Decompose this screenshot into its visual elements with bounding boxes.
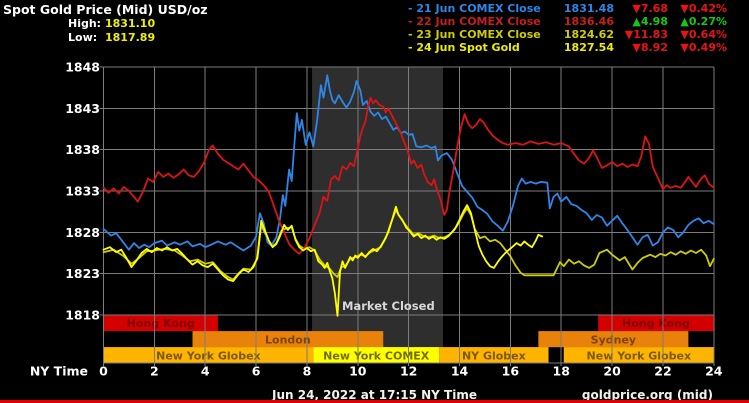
legend-series-label: - 22 Jun COMEX Close xyxy=(408,15,541,28)
legend-row-24jun: - 24 Jun Spot Gold 1827.54 ▼8.92 ▼0.49% xyxy=(0,41,749,54)
session-bar xyxy=(538,331,689,348)
legend-series-label: - 24 Jun Spot Gold xyxy=(408,41,520,54)
legend-row-22jun: - 22 Jun COMEX Close 1836.46 ▲4.98 ▲0.27… xyxy=(0,15,749,28)
x-axis-tick-label: 6 xyxy=(252,364,261,379)
series-line-23-jun-comex-close xyxy=(102,207,715,281)
x-axis-tick-label: 12 xyxy=(400,364,417,379)
x-axis-tick-label: 24 xyxy=(705,364,723,379)
legend-price: 1827.54 xyxy=(563,41,614,54)
x-axis-title: NY Time xyxy=(30,364,88,379)
legend-change: ▲4.98 xyxy=(632,15,668,28)
x-axis-tick-label: 8 xyxy=(303,364,312,379)
low-value: 1817.89 xyxy=(105,31,156,44)
legend-change-pct: ▼0.64% xyxy=(680,28,727,41)
legend-change-pct: ▼0.42% xyxy=(680,2,727,15)
legend-change: ▼7.68 xyxy=(632,2,668,15)
low-label: Low: xyxy=(68,31,98,44)
session-bar xyxy=(103,315,218,332)
session-bar xyxy=(103,347,314,364)
legend-change: ▼11.83 xyxy=(624,28,668,41)
x-axis-tick-label: 20 xyxy=(603,364,621,379)
source-attribution: goldprice.org (mid) xyxy=(581,388,713,402)
legend-price: 1836.46 xyxy=(563,15,614,28)
legend-row-23jun: - 23 Jun COMEX Close 1824.62 ▼11.83 ▼0.6… xyxy=(0,28,749,41)
session-bar-label: Sydney xyxy=(591,333,636,346)
y-axis-tick-label: 1828 xyxy=(65,225,100,240)
session-bar xyxy=(563,347,714,364)
y-axis-tick-label: 1823 xyxy=(65,266,100,281)
x-axis-tick-label: 10 xyxy=(349,364,367,379)
session-bar-label: NY Globex xyxy=(462,349,526,362)
session-bar-label: New York Globex xyxy=(587,349,692,362)
session-bar xyxy=(598,315,714,332)
high-label: High: xyxy=(68,17,102,30)
timestamp: Jun 24, 2022 at 17:15 NY Time xyxy=(272,388,477,402)
legend-price: 1831.48 xyxy=(563,2,614,15)
session-bar-label: London xyxy=(265,333,311,346)
legend-series-label: - 23 Jun COMEX Close xyxy=(408,28,541,41)
y-axis-tick-label: 1848 xyxy=(65,60,100,75)
x-axis-tick-label: 0 xyxy=(99,364,108,379)
session-bar xyxy=(192,331,384,348)
session-bar-label: New York COMEX xyxy=(323,349,430,362)
y-axis-tick-label: 1843 xyxy=(65,101,100,116)
session-bars-layer: Hong Kong Hong Kong London Sydney New York G… xyxy=(103,315,714,364)
x-axis-tick-label: 2 xyxy=(150,364,159,379)
session-bar-label: Hong Kong xyxy=(622,317,690,330)
y-axis-tick-label: 1818 xyxy=(65,308,100,323)
x-axis-tick-label: 18 xyxy=(553,364,570,379)
y-axis-tick-label: 1833 xyxy=(65,184,100,199)
y-axis-tick-label: 1838 xyxy=(65,142,100,157)
high-value: 1831.10 xyxy=(105,17,156,30)
legend-price: 1824.62 xyxy=(563,28,614,41)
x-axis-tick-label: 4 xyxy=(201,364,210,379)
market-closed-region xyxy=(312,67,443,364)
page-title: Spot Gold Price (Mid) USD/oz xyxy=(3,2,208,17)
series-line-24-jun-spot-gold xyxy=(102,204,544,317)
legend-row-21jun: - 21 Jun COMEX Close 1831.48 ▼7.68 ▼0.42… xyxy=(0,2,749,15)
legend-change-pct: ▼0.49% xyxy=(680,41,727,54)
legend-change-pct: ▲0.27% xyxy=(680,15,727,28)
legend-change: ▼8.92 xyxy=(632,41,668,54)
market-closed-label: Market Closed xyxy=(342,299,435,313)
session-bar xyxy=(313,347,440,364)
session-bar xyxy=(439,347,549,364)
x-axis-tick-label: 16 xyxy=(502,364,520,379)
x-axis-tick-label: 14 xyxy=(451,364,469,379)
session-bar-label: Hong Kong xyxy=(127,317,195,330)
legend-series-label: - 21 Jun COMEX Close xyxy=(408,2,541,15)
session-bar-label: New York Globex xyxy=(156,349,261,362)
series-line-22-jun-comex-close xyxy=(102,96,715,255)
bottom-accent-bar xyxy=(0,400,749,403)
x-axis-tick-label: 22 xyxy=(654,364,671,379)
